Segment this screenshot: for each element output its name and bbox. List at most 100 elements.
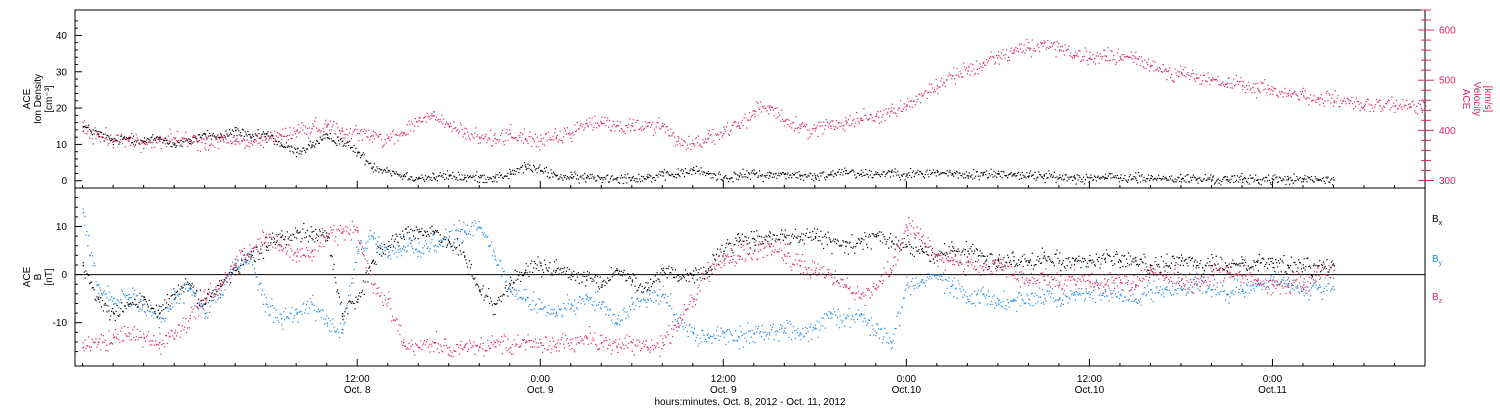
ion-density-sample xyxy=(1083,183,1086,185)
bx-sample xyxy=(154,313,157,315)
velocity-sample xyxy=(110,134,112,136)
velocity-sample xyxy=(520,132,522,134)
ion-density-sample xyxy=(1151,175,1153,178)
velocity-sample xyxy=(945,79,947,81)
ion-density-sample xyxy=(121,135,123,137)
bx-sample xyxy=(1015,264,1017,266)
bx-sample xyxy=(313,230,315,232)
bx-sample xyxy=(1330,266,1332,268)
velocity-sample xyxy=(373,138,375,140)
ion-density-sample xyxy=(964,173,966,175)
velocity-sample xyxy=(386,134,388,136)
velocity-sample xyxy=(310,131,312,133)
ion-density-sample xyxy=(1127,179,1130,181)
ion-density-sample xyxy=(738,176,741,178)
velocity-sample xyxy=(1132,54,1134,57)
ion-density-sample xyxy=(417,178,419,180)
velocity-sample xyxy=(1226,86,1228,89)
bx-sample xyxy=(665,267,667,270)
bx-sample xyxy=(150,308,152,310)
bx-sample xyxy=(1027,264,1029,266)
ion-density-sample xyxy=(553,171,555,174)
velocity-sample xyxy=(978,67,980,70)
velocity-sample xyxy=(1378,99,1380,102)
ion-density-sample xyxy=(313,145,315,147)
bx-sample xyxy=(921,248,923,250)
velocity-sample xyxy=(724,128,726,130)
velocity-sample xyxy=(1191,73,1193,75)
velocity-sample xyxy=(543,144,546,146)
bx-point xyxy=(494,303,496,305)
velocity-sample xyxy=(1413,104,1415,106)
velocity-sample xyxy=(730,129,732,131)
bx-sample xyxy=(520,280,522,283)
by-sample xyxy=(193,284,195,287)
bx-sample xyxy=(868,233,871,236)
ion-density-sample xyxy=(658,173,660,175)
bx-sample xyxy=(690,273,692,275)
by-sample xyxy=(164,320,166,322)
velocity-point xyxy=(1348,102,1351,105)
velocity-sample xyxy=(348,132,351,134)
velocity-sample xyxy=(149,142,151,144)
velocity-sample xyxy=(527,142,529,144)
ion-density-sample xyxy=(1011,175,1013,177)
velocity-sample xyxy=(573,134,575,136)
x-tick-date: Oct. 8 xyxy=(344,385,371,396)
ion-density-sample xyxy=(531,170,533,172)
velocity-sample xyxy=(467,131,469,133)
ion-density-sample xyxy=(1230,178,1232,180)
velocity-sample xyxy=(1263,89,1265,91)
ion-density-sample xyxy=(321,139,323,141)
velocity-sample xyxy=(458,130,460,133)
velocity-sample xyxy=(419,117,421,119)
ion-density-sample xyxy=(971,174,973,176)
ion-density-sample xyxy=(546,175,548,178)
ion-density-sample xyxy=(1228,179,1230,181)
top-right-tick-label: 500 xyxy=(1439,76,1456,87)
ion-density-sample xyxy=(781,171,784,174)
ion-density-sample xyxy=(132,142,134,144)
bx-sample xyxy=(771,238,774,240)
bx-sample xyxy=(823,247,825,250)
bx-sample xyxy=(1212,269,1215,271)
by-sample xyxy=(150,304,152,306)
velocity-sample xyxy=(957,74,959,76)
bx-sample xyxy=(167,303,169,306)
ion-density-sample xyxy=(723,177,725,179)
velocity-sample xyxy=(1227,77,1229,79)
ion-density-sample xyxy=(452,171,454,174)
bx-sample xyxy=(1079,260,1081,262)
velocity-sample xyxy=(1421,111,1423,113)
velocity-sample xyxy=(1094,63,1097,65)
ion-density-sample xyxy=(1172,180,1174,182)
bx-sample xyxy=(638,286,640,289)
bx-sample xyxy=(289,239,291,241)
velocity-sample xyxy=(1110,50,1112,52)
by-sample xyxy=(320,316,322,319)
velocity-sample xyxy=(752,110,754,112)
bx-sample xyxy=(815,233,817,235)
velocity-point xyxy=(814,127,817,130)
ion-density-sample xyxy=(1088,181,1090,183)
ion-density-sample xyxy=(1329,181,1331,184)
velocity-point xyxy=(891,110,893,112)
bx-sample xyxy=(1050,261,1053,263)
bx-sample xyxy=(173,288,175,290)
ion-density-sample xyxy=(1058,177,1060,179)
velocity-sample xyxy=(495,142,497,145)
velocity-sample xyxy=(157,137,159,139)
bx-sample xyxy=(980,255,982,257)
velocity-sample xyxy=(874,120,876,122)
bx-sample xyxy=(294,227,297,229)
velocity-sample xyxy=(339,132,342,135)
bx-sample xyxy=(551,272,553,274)
ion-density-sample xyxy=(508,178,510,180)
velocity-sample xyxy=(759,101,762,103)
ion-density-sample xyxy=(1170,175,1173,177)
velocity-sample xyxy=(496,138,498,141)
bx-sample xyxy=(261,252,263,254)
by-sample xyxy=(205,315,207,318)
bx-sample xyxy=(911,254,914,256)
bx-sample xyxy=(1256,261,1259,264)
